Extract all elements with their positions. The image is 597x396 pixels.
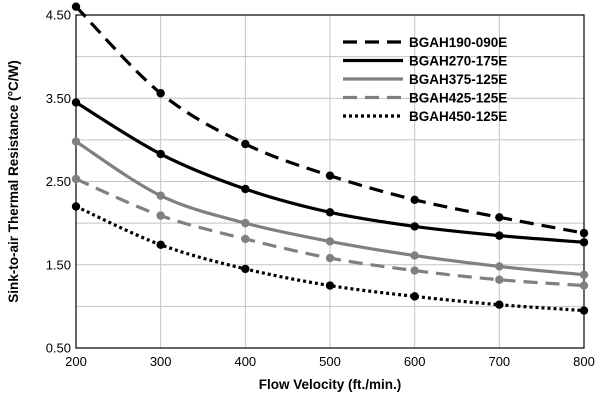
data-point xyxy=(71,2,81,11)
legend-label: BGAH270-175E xyxy=(409,54,507,69)
data-point xyxy=(410,292,419,301)
data-point xyxy=(579,306,589,315)
data-point xyxy=(156,240,165,249)
data-point xyxy=(241,264,250,274)
grid xyxy=(75,14,585,349)
data-point xyxy=(241,139,250,149)
tick-labels: 200 300 400 500 600 700 800 0.50 1.50 2.50 3.50 4.5… xyxy=(46,8,595,370)
x-tick-label: 600 xyxy=(404,354,426,369)
x-tick-label: 800 xyxy=(573,354,595,369)
y-tick-label: 3.50 xyxy=(46,91,71,106)
data-point xyxy=(410,222,419,231)
data-point xyxy=(495,300,504,309)
data-point xyxy=(156,211,165,220)
data-point xyxy=(410,266,419,275)
data-point xyxy=(325,237,335,246)
y-tick-label: 1.50 xyxy=(46,257,71,272)
data-point xyxy=(241,218,250,228)
y-tick-label: 4.50 xyxy=(46,8,71,23)
data-point xyxy=(71,174,81,184)
legend: BGAH190-090E BGAH270-175E BGAH375-125E BGAH… xyxy=(343,35,507,124)
y-axis-label: Sink-to-air Thermal Resistance (°C/W) xyxy=(6,60,21,302)
x-tick-label: 300 xyxy=(150,354,172,369)
series-group xyxy=(71,2,589,315)
data-point xyxy=(495,275,504,284)
series-bgah450-125e xyxy=(71,202,589,315)
y-tick-label: 2.50 xyxy=(46,174,71,189)
data-point xyxy=(241,184,250,194)
series-bgah190-090e xyxy=(71,2,589,238)
x-axis-label: Flow Velocity (ft./min.) xyxy=(259,377,402,392)
data-point xyxy=(156,149,165,159)
data-point xyxy=(325,281,335,290)
x-tick-label: 700 xyxy=(488,354,510,369)
data-point xyxy=(71,202,81,211)
legend-label: BGAH450-125E xyxy=(409,109,507,124)
data-point xyxy=(579,270,589,279)
data-point xyxy=(410,251,419,260)
series-bgah425-125e xyxy=(71,174,589,290)
y-tick-label: 0.50 xyxy=(46,341,71,356)
x-tick-label: 200 xyxy=(65,354,87,369)
series-bgah270-175e xyxy=(71,98,589,247)
data-point xyxy=(495,231,504,240)
data-point xyxy=(495,262,504,271)
data-point xyxy=(579,281,589,290)
data-point xyxy=(579,228,589,238)
data-point xyxy=(325,171,335,180)
data-point xyxy=(156,191,165,200)
data-point xyxy=(71,137,81,146)
legend-label: BGAH425-125E xyxy=(409,91,507,106)
data-point xyxy=(410,195,419,205)
data-point xyxy=(71,98,81,107)
x-tick-label: 500 xyxy=(319,354,341,369)
data-point xyxy=(579,238,589,247)
x-tick-label: 400 xyxy=(234,354,256,369)
legend-label: BGAH190-090E xyxy=(409,35,507,50)
legend-label: BGAH375-125E xyxy=(409,72,507,87)
data-point xyxy=(241,234,250,244)
data-point xyxy=(325,208,335,217)
data-point xyxy=(156,89,165,98)
data-point xyxy=(495,213,504,222)
data-point xyxy=(325,253,335,263)
series-bgah375-125e xyxy=(71,137,589,279)
